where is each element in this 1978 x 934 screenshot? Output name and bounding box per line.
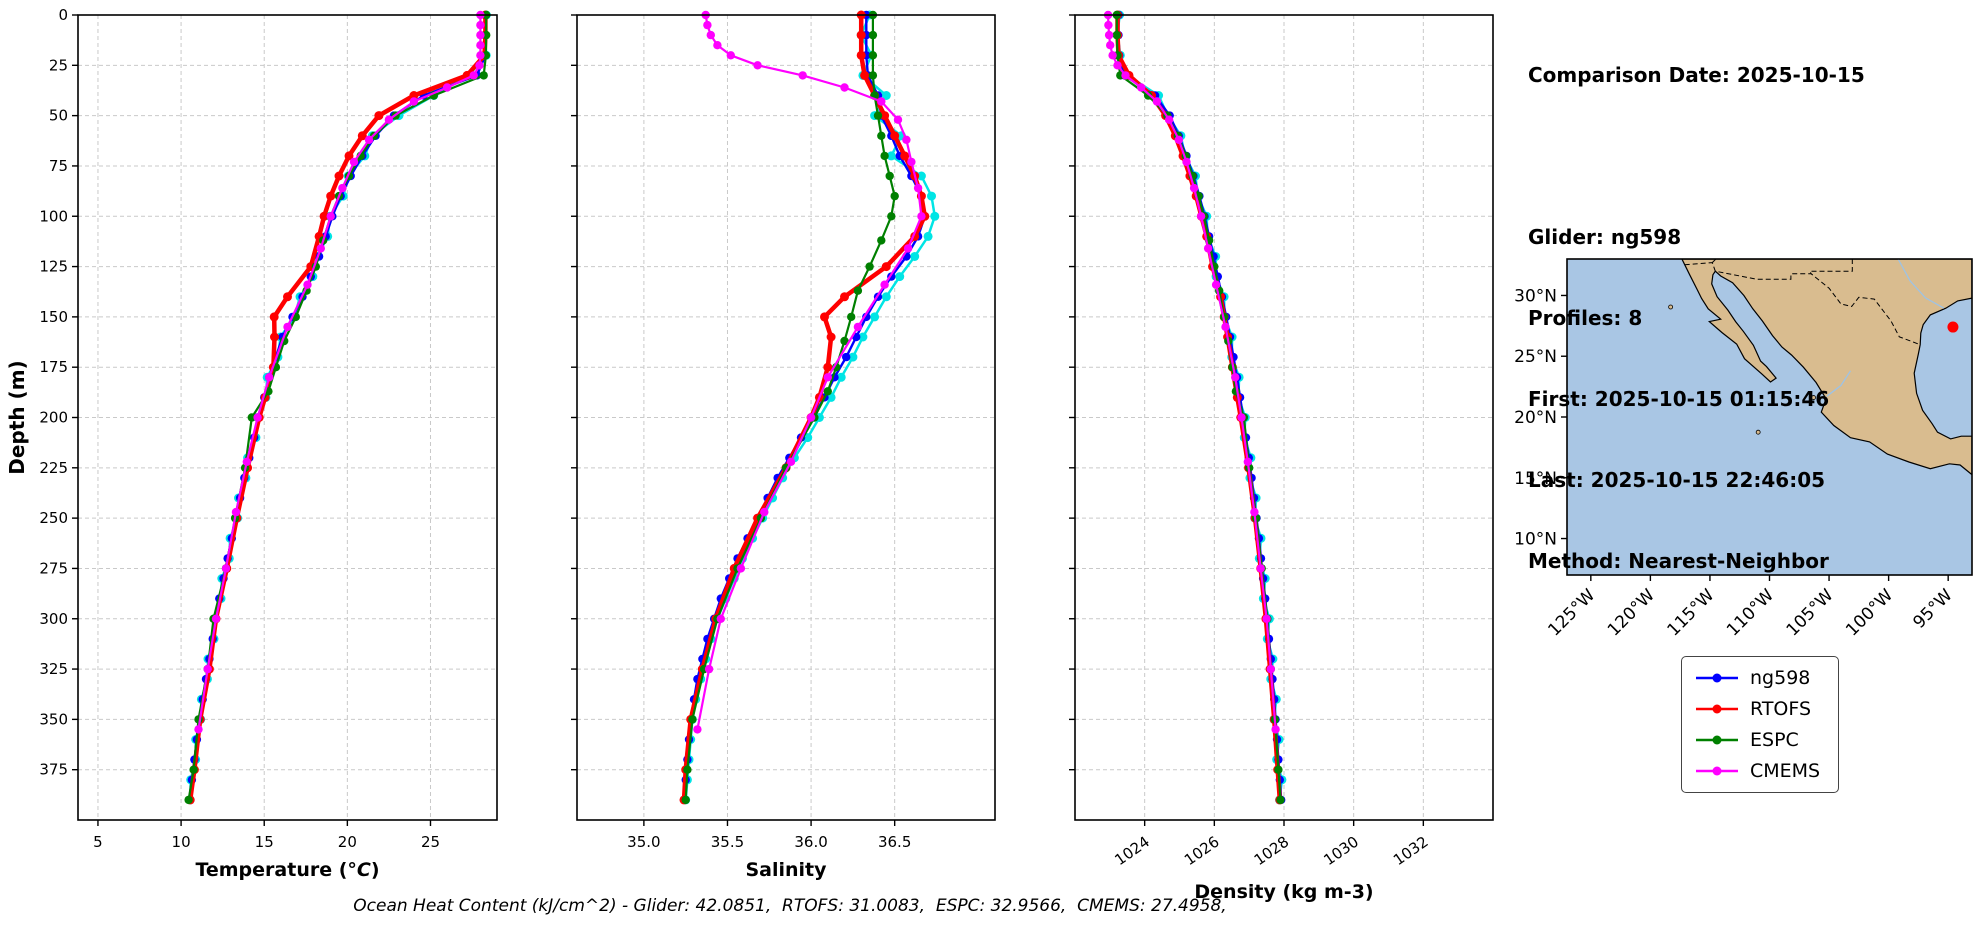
axis-label-temperature: Temperature (°C) [195,859,379,881]
info-gap [1528,143,1865,170]
series-RTOFS-salinity [679,10,930,805]
depth-tick-label: 25 [49,56,68,74]
x-tick-label: 35.5 [711,833,744,851]
island [1668,304,1674,310]
depth-tick-label: 325 [39,660,68,678]
series-RTOFS-density [1113,10,1285,805]
depth-tick-label: 200 [39,409,68,427]
info-profiles: Profiles: 8 [1528,306,1643,330]
map-lat-label: 10°N [1514,530,1557,550]
glider-position-dot [1947,321,1959,333]
x-tick-label: 1028 [1251,833,1293,870]
x-tick-label: 1026 [1181,833,1223,870]
x-tick-label: 36.0 [794,833,827,851]
series-ESPC-temperature [184,10,491,805]
depth-tick-label: 275 [39,559,68,577]
x-tick-label: 15 [255,833,274,851]
x-tick-label: 10 [172,833,191,851]
x-tick-label: 36.5 [878,833,911,851]
legend-item-ESPC: ESPC [1694,729,1820,751]
map-lat-label: 15°N [1514,469,1557,489]
depth-tick-label: 225 [39,459,68,477]
comparison-info: Comparison Date: 2025-10-15 Glider: ng59… [1528,8,1865,629]
series-glider-raw-temperature [185,10,491,805]
depth-tick-label: 175 [39,358,68,376]
legend-label: RTOFS [1750,698,1812,720]
island [1755,429,1761,435]
depth-tick-label: 250 [39,509,68,527]
series-glider-raw-salinity [681,10,940,805]
x-tick-label: 20 [338,833,357,851]
river [1826,370,1852,397]
panel-salinity: 35.0 35.5 36.0 36.5 Salinity [571,10,996,881]
x-tick-label: 1030 [1320,833,1362,870]
legend-item-RTOFS: RTOFS [1694,698,1820,720]
depth-tick-label: 125 [39,258,68,276]
panel-temperature: 5 10 15 20 250255075100125150175200225250275… [39,6,498,881]
plot-box [576,14,996,821]
depth-tick-label: 50 [49,107,68,125]
x-tick-label: 1032 [1390,833,1432,870]
x-tick-label: 35.0 [627,833,660,851]
axis-label-salinity: Salinity [745,859,827,881]
depth-tick-label: 100 [39,207,68,225]
x-tick-label: 5 [93,833,103,851]
country-border [1808,259,1853,275]
island [1811,395,1816,400]
x-tick-label: 1024 [1111,833,1153,870]
legend-swatch [1696,735,1738,745]
axis-label-depth: Depth (m) [5,360,29,474]
ohc-footer: Ocean Heat Content (kJ/cm^2) - Glider: 4… [353,896,1227,916]
depth-tick-label: 0 [58,6,68,24]
legend-swatch [1696,704,1738,714]
depth-tick-label: 75 [49,157,68,175]
series-ESPC-density [1112,10,1285,805]
axis-label-density: Density (kg m-3) [1194,881,1373,903]
map-lat-label: 30°N [1514,286,1557,306]
info-glider: Glider: ng598 [1528,225,1682,249]
series-ng598-temperature [185,10,490,805]
series-ng598-density [1114,10,1286,805]
info-comparison-date: Comparison Date: 2025-10-15 [1528,63,1865,87]
legend-item-CMEMS: CMEMS [1694,760,1820,782]
x-tick-label: 25 [421,833,440,851]
legend-label: ESPC [1750,729,1799,751]
legend-swatch [1696,766,1738,776]
legend-label: CMEMS [1750,760,1821,782]
depth-tick-label: 350 [39,710,68,728]
panel-density: 1024 1026 1028 1030 1032 Density (kg m-3) [1069,10,1494,903]
series-CMEMS-salinity [693,10,926,734]
info-last-time: Last: 2025-10-15 22:46:05 [1528,468,1826,492]
river [1897,259,1945,309]
depth-tick-label: 300 [39,610,68,628]
legend-item-ng598: ng598 [1694,667,1820,689]
series-glider-raw-density [1113,10,1287,805]
info-method: Method: Nearest-Neighbor [1528,549,1829,573]
series-RTOFS-temperature [185,10,490,805]
series-CMEMS-density [1103,10,1280,734]
depth-tick-label: 375 [39,761,68,779]
series-ESPC-salinity [681,10,899,805]
map-lon-label: 95°W [1909,585,1956,632]
depth-tick-label: 150 [39,308,68,326]
land-mass [1681,259,1972,476]
series-CMEMS-temperature [194,10,485,734]
plot-box [77,14,498,821]
info-first-time: First: 2025-10-15 01:15:46 [1528,387,1830,411]
map-lat-label: 20°N [1514,408,1557,428]
map-lat-label: 25°N [1514,347,1557,367]
legend-label: ng598 [1750,667,1811,689]
legend: ng598 RTOFS ESPC CMEMS [1681,656,1840,793]
country-border [1684,262,1921,346]
legend-swatch [1696,673,1738,683]
